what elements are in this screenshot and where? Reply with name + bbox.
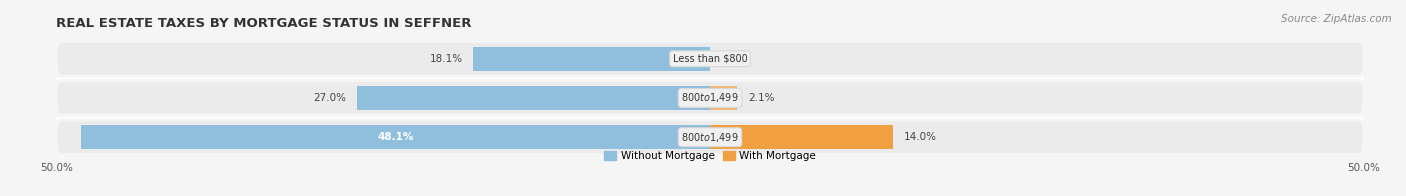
Text: Source: ZipAtlas.com: Source: ZipAtlas.com — [1281, 14, 1392, 24]
FancyBboxPatch shape — [56, 81, 1364, 115]
Bar — [82, 125, 710, 149]
Text: Less than $800: Less than $800 — [672, 54, 748, 64]
FancyBboxPatch shape — [56, 42, 1364, 76]
Text: $800 to $1,499: $800 to $1,499 — [682, 131, 738, 144]
Bar — [357, 86, 710, 110]
Text: REAL ESTATE TAXES BY MORTGAGE STATUS IN SEFFNER: REAL ESTATE TAXES BY MORTGAGE STATUS IN … — [56, 17, 472, 30]
Text: 18.1%: 18.1% — [430, 54, 463, 64]
Text: $800 to $1,499: $800 to $1,499 — [682, 92, 738, 104]
Text: 27.0%: 27.0% — [314, 93, 346, 103]
Bar — [474, 47, 710, 71]
Bar — [710, 86, 738, 110]
Text: 14.0%: 14.0% — [904, 132, 936, 142]
Legend: Without Mortgage, With Mortgage: Without Mortgage, With Mortgage — [600, 147, 820, 166]
Bar — [710, 125, 893, 149]
Text: 48.1%: 48.1% — [377, 132, 413, 142]
Text: 2.1%: 2.1% — [748, 93, 775, 103]
FancyBboxPatch shape — [56, 120, 1364, 154]
Text: 0.0%: 0.0% — [720, 54, 747, 64]
